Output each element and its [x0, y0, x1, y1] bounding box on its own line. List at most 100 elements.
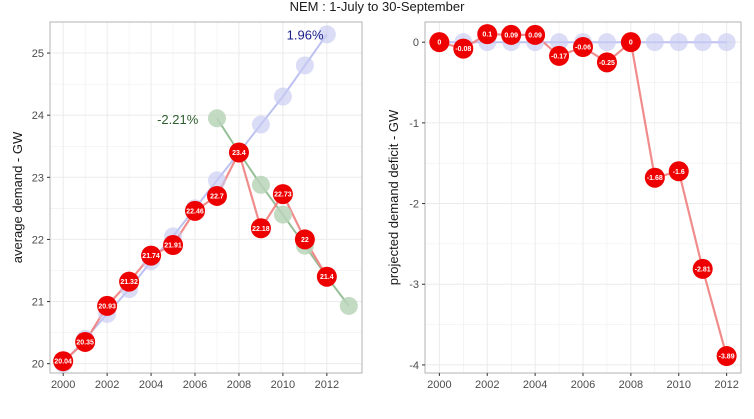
y-axis-title: average demand - GW — [10, 131, 25, 263]
data-point-trend_up — [693, 33, 712, 52]
data-label: -3.89 — [719, 354, 735, 361]
x-tick-label: 2012 — [315, 379, 339, 391]
data-label: 0.09 — [528, 32, 542, 39]
data-point-observed — [141, 245, 162, 266]
data-label: -0.25 — [599, 60, 615, 67]
data-point-observed — [185, 200, 206, 221]
data-point-trend_up — [550, 33, 569, 52]
data-point-trend_up — [717, 33, 736, 52]
x-tick-label: 2002 — [475, 379, 499, 391]
data-point-observed — [644, 167, 665, 188]
y-tick-label: -1 — [409, 118, 419, 130]
data-point-observed — [596, 52, 617, 73]
data-point-trend_down — [273, 205, 292, 224]
data-label: 23.4 — [232, 150, 246, 157]
y-axis-title: projected demand deficit - GW — [386, 109, 401, 285]
y-tick-label: 21 — [32, 297, 44, 309]
y-tick-label: 22 — [32, 234, 44, 246]
data-point-trend_up — [207, 171, 226, 190]
y-tick-label: 0 — [413, 37, 419, 49]
x-tick-label: 2000 — [51, 379, 75, 391]
data-label: 21.74 — [142, 253, 160, 260]
y-tick-label: 24 — [32, 110, 44, 122]
data-point-observed — [119, 271, 140, 292]
data-point-trend_up — [295, 56, 314, 75]
data-label: 0 — [629, 40, 633, 47]
data-point-trend_down — [251, 175, 270, 194]
x-tick-label: 2012 — [714, 379, 738, 391]
data-label: 20.04 — [54, 359, 72, 366]
data-point-trend_up — [273, 87, 292, 106]
data-point-observed — [75, 331, 96, 352]
data-point-trend_down — [339, 296, 358, 315]
data-point-observed — [477, 24, 498, 45]
x-tick-label: 2004 — [523, 379, 547, 391]
data-label: 22.73 — [274, 192, 292, 199]
data-point-observed — [501, 24, 522, 45]
data-point-observed — [206, 185, 227, 206]
data-label: -1.68 — [647, 175, 663, 182]
data-point-observed — [573, 37, 593, 58]
y-tick-label: 25 — [32, 48, 44, 60]
data-point-observed — [228, 142, 249, 163]
x-tick-label: 2006 — [571, 379, 595, 391]
data-point-observed — [250, 218, 271, 239]
data-point-observed — [53, 351, 74, 372]
x-tick-label: 2006 — [183, 379, 207, 391]
y-tick-label: 20 — [32, 359, 44, 371]
data-label: -1.6 — [673, 169, 685, 176]
x-tick-label: 2010 — [271, 379, 295, 391]
data-label: -0.08 — [455, 46, 471, 53]
y-tick-label: -2 — [409, 199, 419, 211]
data-point-observed — [549, 45, 570, 66]
x-tick-label: 2000 — [427, 379, 451, 391]
data-point-observed — [525, 24, 546, 45]
y-tick-label: -4 — [409, 360, 419, 372]
data-label: 22.7 — [210, 193, 224, 200]
x-tick-label: 2004 — [139, 379, 163, 391]
data-label: 0 — [437, 40, 441, 47]
data-label: -2.81 — [695, 266, 711, 273]
right-panel-deficit: 2000 2002 2004 2006 2008 2010 2012 0 -1 -2 -3 -4 pro… — [386, 21, 742, 391]
data-label: 0.1 — [482, 32, 492, 39]
data-point-observed — [97, 295, 118, 316]
data-point-trend_down — [207, 109, 226, 128]
data-label: 0.09 — [504, 32, 518, 39]
data-label: 20.93 — [98, 303, 116, 310]
data-point-trend_up — [645, 33, 664, 52]
data-label: 20.35 — [76, 339, 94, 346]
annotation-annot_up: 1.96% — [287, 28, 324, 43]
x-tick-label: 2008 — [619, 379, 643, 391]
data-point-observed — [668, 161, 689, 182]
data-point-observed — [429, 32, 450, 53]
chart-title: NEM : 1-July to 30-September — [290, 0, 466, 14]
data-point-observed — [272, 184, 293, 205]
data-point-observed — [294, 229, 315, 250]
panel-border — [49, 21, 363, 374]
data-point-trend_up — [251, 115, 270, 134]
data-point-observed — [163, 235, 184, 256]
data-point-observed — [692, 258, 713, 279]
data-point-trend_up — [317, 25, 336, 44]
y-tick-label: 23 — [32, 172, 44, 184]
plot-background — [50, 22, 362, 373]
data-point-observed — [453, 38, 474, 59]
data-label: 21.91 — [164, 243, 182, 250]
data-point-observed — [316, 266, 337, 287]
x-tick-label: 2010 — [667, 379, 691, 391]
data-label: -0.17 — [551, 53, 567, 60]
data-label: 21.32 — [120, 279, 138, 286]
data-point-trend_up — [597, 33, 616, 52]
left-panel-demand: 2000 2002 2004 2006 2008 2010 2012 20 21 22 23 24 25… — [10, 21, 363, 391]
data-point-observed — [716, 346, 737, 367]
data-label: 22 — [301, 237, 309, 244]
data-label: 22.46 — [186, 208, 204, 215]
data-point-observed — [620, 32, 641, 53]
x-tick-label: 2008 — [227, 379, 251, 391]
x-tick-label: 2002 — [95, 379, 119, 391]
data-label: 21.4 — [320, 274, 334, 281]
y-tick-label: -3 — [409, 279, 419, 291]
annotation-annot_down: -2.21% — [157, 112, 199, 127]
data-label: 22.18 — [252, 226, 270, 233]
